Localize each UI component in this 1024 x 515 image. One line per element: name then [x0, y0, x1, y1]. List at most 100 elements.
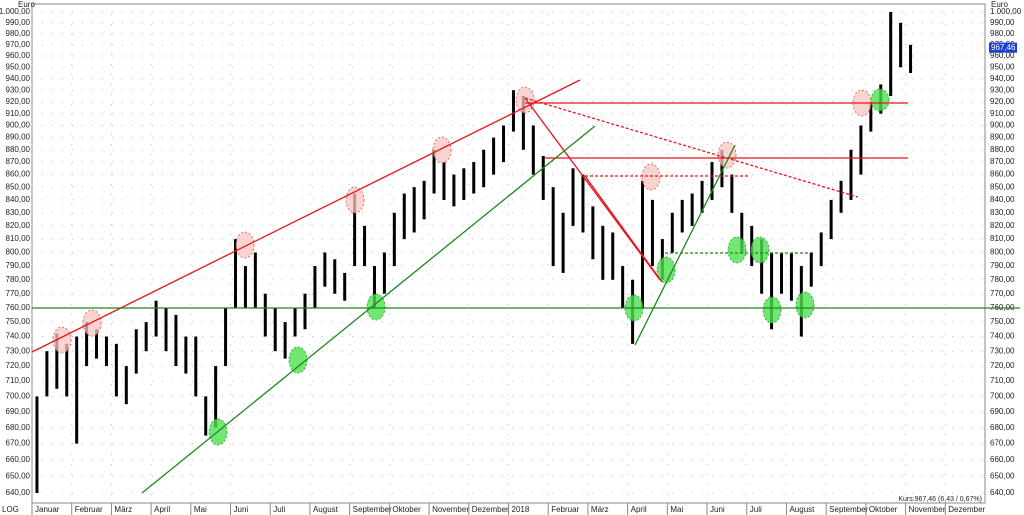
red-lines: [31, 79, 908, 353]
y2-tick-label: 650,00: [990, 471, 1015, 480]
price-bar: [234, 239, 238, 308]
y2-tick-label: 750,00: [990, 317, 1015, 326]
price-bar: [650, 199, 654, 267]
price-bar: [581, 174, 585, 233]
marker: [870, 88, 890, 112]
price-bar: [442, 162, 446, 200]
y-tick-label: 970,00: [6, 40, 31, 49]
x-tick-label: März: [114, 505, 132, 514]
price-bar: [353, 193, 357, 267]
price-bar: [551, 187, 555, 267]
x-tick-label: Juli: [273, 505, 285, 514]
price-bar: [909, 44, 913, 73]
y-tick-label: 920,00: [6, 97, 31, 106]
y2-tick-label: 720,00: [990, 361, 1015, 370]
price-bar: [283, 322, 287, 359]
price-footer: Kurs:967,46 (6,43 / 0,67%): [898, 496, 982, 503]
x-tick-label: Februar: [75, 505, 103, 514]
marker: [762, 296, 782, 324]
price-bar: [144, 322, 148, 352]
x-tick-label: Juni: [234, 505, 249, 514]
y2-tick-label: 800,00: [990, 248, 1015, 257]
y2-axis-label: Euro: [991, 0, 1008, 9]
price-bar: [571, 168, 575, 226]
price-bar: [323, 252, 327, 287]
y2-tick-label: 700,00: [990, 392, 1015, 401]
price-tag: 967,46: [991, 43, 1016, 52]
scale-label: LOG: [2, 505, 19, 514]
price-bar: [452, 174, 456, 207]
y-tick-label: 990,00: [6, 18, 31, 27]
price-bar: [114, 343, 118, 397]
y-tick-label: 830,00: [6, 208, 31, 217]
trend-line: [141, 125, 596, 494]
y2-tick-label: 990,00: [990, 18, 1015, 27]
y-tick-label: 820,00: [6, 221, 31, 230]
y-tick-label: 900,00: [6, 121, 31, 130]
marker: [717, 141, 737, 169]
price-bar: [770, 252, 774, 330]
y2-tick-label: 870,00: [990, 157, 1015, 166]
y2-tick-label: 910,00: [990, 109, 1015, 118]
y-tick-label: 640,00: [6, 488, 31, 497]
price-bar: [621, 266, 625, 308]
y2-tick-label: 890,00: [990, 133, 1015, 142]
dashed-trend-line: [524, 97, 859, 198]
y2-tick-label: 980,00: [990, 29, 1015, 38]
marker: [750, 236, 770, 264]
x-tick-label: Oktober: [869, 505, 898, 514]
y-tick-label: 770,00: [6, 289, 31, 298]
price-bar: [124, 366, 128, 405]
x-tick-label: August: [789, 505, 815, 514]
price-tag-bg: [989, 42, 1017, 53]
price-bar: [899, 22, 903, 68]
y2-tick-label: 1.000,00: [990, 7, 1022, 16]
price-bar: [641, 180, 645, 308]
trend-line: [584, 175, 663, 283]
y-tick-label: 890,00: [6, 133, 31, 142]
price-bar: [690, 193, 694, 226]
x-tick-label: November: [432, 505, 469, 514]
price-bar: [482, 149, 486, 188]
price-bar: [194, 336, 198, 397]
y-tick-label: 840,00: [6, 195, 31, 204]
y2-tick-label: 900,00: [990, 121, 1015, 130]
y2-tick-label: 820,00: [990, 221, 1015, 230]
marker: [432, 136, 452, 164]
y2-tick-label: 670,00: [990, 439, 1015, 448]
x-tick-label: April: [631, 505, 647, 514]
y2-tick-label: 780,00: [990, 275, 1015, 284]
y-tick-label: 940,00: [6, 74, 31, 83]
trend-line: [31, 79, 581, 353]
y2-tick-label: 730,00: [990, 346, 1015, 355]
trend-line: [634, 144, 736, 346]
marker: [82, 309, 102, 337]
y-tick-label: 670,00: [6, 439, 31, 448]
y-tick-label: 1.000,00: [0, 7, 31, 16]
price-bar: [65, 343, 69, 397]
price-bar: [55, 333, 59, 389]
price-bar: [164, 307, 168, 352]
price-bar: [45, 351, 49, 397]
y-tick-label: 680,00: [6, 423, 31, 432]
y-tick-label: 880,00: [6, 145, 31, 154]
price-bar: [591, 206, 595, 260]
red-markers: [52, 86, 872, 354]
x-tick-label: Dezember: [948, 505, 985, 514]
y2-tick-label: 740,00: [990, 332, 1015, 341]
y-tick-label: 730,00: [6, 346, 31, 355]
y-tick-label: 750,00: [6, 317, 31, 326]
price-bar: [293, 307, 297, 337]
y2-tick-label: 850,00: [990, 182, 1015, 191]
price-bar: [869, 101, 873, 132]
price-bar: [104, 336, 108, 367]
price-bar: [561, 212, 565, 273]
x-tick-label: September: [353, 505, 392, 514]
bars-group: [35, 12, 913, 493]
price-bar: [422, 180, 426, 220]
y2-tick-label: 930,00: [990, 85, 1015, 94]
marker: [288, 346, 308, 374]
y2-tick-label: 830,00: [990, 208, 1015, 217]
